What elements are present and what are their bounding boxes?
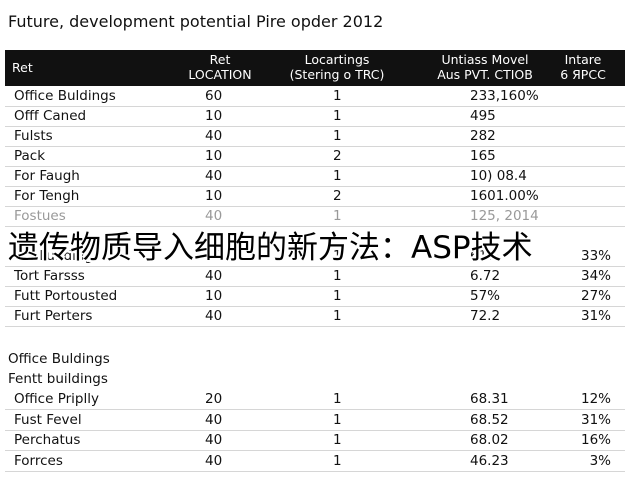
header-cell: Locartings (Stering o TRC) [289,52,385,82]
cell: 495 [470,108,496,124]
table-row: Futt Portousted 10 1 57% 27% [5,286,625,307]
cell: 10 [205,148,223,164]
section-heading: Office Buldings [8,351,110,367]
cell: 12% [580,391,611,407]
cell: 1 [333,88,342,104]
table-row: Fostues 40 1 125, 2014 [5,206,625,227]
cell: 1 [333,288,342,304]
cell: 1601.00% [470,188,539,204]
cell: 1 [333,108,342,124]
cell: 1 [333,268,342,284]
cell: Tort Farsss [14,268,85,284]
cell: Fostues [14,208,66,224]
cell: Pack [14,148,46,164]
cell: 72.2 [470,308,501,324]
cell: Lor Funding [14,248,93,264]
table-row: Tort Farsss 40 1 6.72 34% [5,266,625,287]
cell: 1 [333,432,342,448]
cell: Furt Perters [14,308,93,324]
cell: 6.72 [470,268,501,284]
cell: 40 [205,452,223,469]
table-row: Office Buldings 60 1 233,160% [5,86,625,107]
cell: 16% [580,432,611,448]
cell: 282 [470,128,496,144]
cell: 1 [333,452,342,469]
table-row: Offf Caned 10 1 495 [5,106,625,127]
cell: 1 [333,391,342,407]
cell: 31% [580,308,611,324]
header-cell: Intare 6 ЯPCC [560,52,606,82]
cell: 233,160% [470,88,539,104]
cell: 40 [205,308,223,324]
cell: Offf Caned [14,108,87,124]
cell: Futt Portousted [14,288,118,304]
cell: 40 [205,268,223,284]
cell: 1 [333,208,342,224]
table-header: Ret Ret LOCATION Locartings (Stering o TRC… [5,50,625,86]
cell: 46.23 [470,452,509,469]
cell: 40 [205,128,223,144]
table-row: Perchatus 40 1 68.02 16% [5,430,625,451]
table-row: Fust Fevel 40 1 68.52 31% [5,410,625,431]
cell: 10 [205,108,223,124]
cell: 2 [333,188,342,204]
cell: 20 [205,391,223,407]
cell: Office Priplly [14,391,99,407]
cell: 57% [470,288,501,304]
cell: 31% [580,411,611,428]
cell: For Faugh [14,168,80,184]
cell: 40 [205,168,223,184]
section-heading: Fentt buildings [8,371,108,387]
cell: Fust Fevel [14,411,82,428]
cell: 2 [333,148,342,164]
cell: Forrces [14,452,63,469]
table-row: For Tengh 10 2 1601.00% [5,186,625,207]
cell: 10) 08.4 [470,168,527,184]
header-cell: Untiass Movel Aus PVT. CTIOB [437,52,533,82]
cell: 40 [205,411,223,428]
cell: 60 [205,88,223,104]
overlay-caption: 遗传物质导入细胞的新方法：ASP技术 [8,230,533,266]
cell: 1 [333,248,342,264]
cell: 68.31 [470,391,509,407]
cell: 10 [205,288,223,304]
cell: 68.52 [470,411,509,428]
table-row: Fulsts 40 1 282 [5,126,625,147]
cell: Office Buldings [14,88,116,104]
cell: 1 [333,411,342,428]
cell: 165 [470,148,496,164]
cell: 40 [205,248,223,264]
cell: For Tengh [14,188,80,204]
table-row: Pack 10 2 165 [5,146,625,167]
cell: 3% [589,452,611,469]
table-row: Lor Funding 40 1 61% 33% [5,246,625,267]
title: Future, development potential Pire opder… [8,12,384,31]
cell: 1 [333,308,342,324]
cell: 125, 2014 [470,208,539,224]
table-row: Office Priplly 20 1 68.31 12% [5,389,625,410]
cell: 33% [580,248,611,264]
cell: 68.02 [470,432,509,448]
table-row: For Faugh 40 1 10) 08.4 [5,166,625,187]
cell: 10 [205,188,223,204]
cell: Perchatus [14,432,81,448]
cell: 61% [470,248,501,264]
cell: 1 [333,128,342,144]
cell: 27% [580,288,611,304]
cell: 1 [333,168,342,184]
cell: Fulsts [14,128,53,144]
table-row: Forrces 40 1 46.23 3% [5,451,625,472]
table-row: Furt Perters 40 1 72.2 31% [5,306,625,327]
header-cell: Ret [12,60,33,75]
cell: 34% [580,268,611,284]
cell: 40 [205,432,223,448]
cell: 40 [205,208,223,224]
header-cell: Ret LOCATION [188,52,252,82]
